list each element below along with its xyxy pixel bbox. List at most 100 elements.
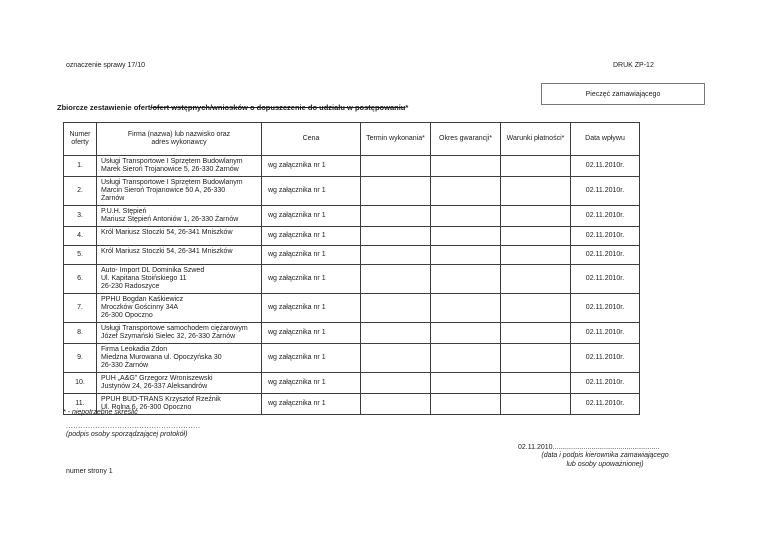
date-received-cell: 02.11.2010r. xyxy=(570,176,640,206)
contractor-cell: Usługi Transportowe I Sprzętem Budowlany… xyxy=(96,155,262,177)
date-received-cell: 02.11.2010r. xyxy=(570,393,640,415)
payment-terms-cell xyxy=(500,155,571,177)
contractor-cell: Usługi Transportowe samochodem ciężarowy… xyxy=(96,322,262,344)
offer-number-cell: 4. xyxy=(63,226,97,246)
payment-terms-cell xyxy=(500,343,571,373)
warranty-cell xyxy=(430,205,501,227)
title-main: Zbiorcze zestawienie ofert xyxy=(57,103,151,112)
offer-number-cell: 2. xyxy=(63,176,97,206)
date-received-cell: 02.11.2010r. xyxy=(570,372,640,394)
warranty-cell xyxy=(430,264,501,294)
table-row: 11. PPUH BUD-TRANS Krzysztof Rzeźnik Ul.… xyxy=(63,393,640,415)
offer-number-cell: 8. xyxy=(63,322,97,344)
price-cell: wg załącznika nr 1 xyxy=(261,264,361,294)
price-cell: wg załącznika nr 1 xyxy=(261,322,361,344)
offer-number-cell: 3. xyxy=(63,205,97,227)
table-row: 2. Usługi Transportowe I Sprzętem Budowl… xyxy=(63,176,640,206)
deadline-cell xyxy=(360,293,431,323)
offer-number-cell: 11. xyxy=(63,393,97,415)
header-payment-terms: Warunki płatności* xyxy=(500,122,571,156)
approver-signature-block: 02.11.2010..............................… xyxy=(505,444,705,469)
preparer-signature-caption: (podpis osoby sporządzającej protokół) xyxy=(66,431,188,438)
contractor-cell: P.U.H. Stępień Mariusz Stępień Antoniów … xyxy=(96,205,262,227)
price-cell: wg załącznika nr 1 xyxy=(261,226,361,246)
table-row: 8. Usługi Transportowe samochodem ciężar… xyxy=(63,322,640,344)
price-cell: wg załącznika nr 1 xyxy=(261,372,361,394)
date-received-cell: 02.11.2010r. xyxy=(570,205,640,227)
page-number: numer strony 1 xyxy=(66,468,113,475)
contractor-cell: PPHU Bogdan Kaśkiewicz Mroczków Gościnny… xyxy=(96,293,262,323)
contractor-cell: Usługi Transportowe I Sprzętem Budowlany… xyxy=(96,176,262,206)
table-row: 7. PPHU Bogdan Kaśkiewicz Mroczków Gości… xyxy=(63,293,640,323)
price-cell: wg załącznika nr 1 xyxy=(261,343,361,373)
deadline-cell xyxy=(360,245,431,265)
table-row: 3. P.U.H. Stępień Mariusz Stępień Antoni… xyxy=(63,205,640,227)
table-row: 5. Król Mariusz Stoczki 54, 26-341 Mnisz… xyxy=(63,245,640,265)
deadline-cell xyxy=(360,226,431,246)
table-row: 9. Firma Leokadia Zdon Miedzna Murowana … xyxy=(63,343,640,373)
footnote: * - niepotrzebne skreślić xyxy=(63,409,138,416)
payment-terms-cell xyxy=(500,176,571,206)
header-contractor: Firma (nazwa) lub nazwisko oraz adres wy… xyxy=(96,122,262,156)
warranty-cell xyxy=(430,293,501,323)
offer-number-cell: 7. xyxy=(63,293,97,323)
header-offer-number: Numer oferty xyxy=(63,122,97,156)
payment-terms-cell xyxy=(500,293,571,323)
date-received-cell: 02.11.2010r. xyxy=(570,155,640,177)
header-price: Cena xyxy=(261,122,361,156)
stamp-box: Pieczęć zamawiającego xyxy=(541,83,705,105)
page-title: Zbiorcze zestawienie ofert/ofert wstępny… xyxy=(57,103,408,112)
table-row: 10. PUH „A&G” Grzegorz Wroniszewski Just… xyxy=(63,372,640,394)
offer-number-cell: 5. xyxy=(63,245,97,265)
price-cell: wg załącznika nr 1 xyxy=(261,293,361,323)
date-received-cell: 02.11.2010r. xyxy=(570,226,640,246)
header-date-received: Data wpływu xyxy=(570,122,640,156)
warranty-cell xyxy=(430,322,501,344)
warranty-cell xyxy=(430,155,501,177)
deadline-cell xyxy=(360,393,431,415)
date-received-cell: 02.11.2010r. xyxy=(570,293,640,323)
title-struck-options: /ofert wstępnych/wniosków o dopuszczenie… xyxy=(150,103,406,112)
contractor-cell: Król Mariusz Stoczki 54, 26-341 Mniszków xyxy=(96,245,262,265)
warranty-cell xyxy=(430,176,501,206)
payment-terms-cell xyxy=(500,393,571,415)
warranty-cell xyxy=(430,226,501,246)
deadline-cell xyxy=(360,264,431,294)
payment-terms-cell xyxy=(500,264,571,294)
offers-table: Numer oferty Firma (nazwa) lub nazwisko … xyxy=(63,122,640,415)
price-cell: wg załącznika nr 1 xyxy=(261,176,361,206)
payment-terms-cell xyxy=(500,226,571,246)
date-received-cell: 02.11.2010r. xyxy=(570,343,640,373)
case-number-label: oznaczenie sprawy 17/10 xyxy=(66,62,145,69)
date-received-cell: 02.11.2010r. xyxy=(570,264,640,294)
warranty-cell xyxy=(430,343,501,373)
deadline-cell xyxy=(360,322,431,344)
preparer-signature-block: ........................................… xyxy=(66,423,200,439)
approver-signature-caption-line2: lub osoby upoważnionej) xyxy=(566,460,644,468)
contractor-cell: Firma Leokadia Zdon Miedzna Murowana ul.… xyxy=(96,343,262,373)
contractor-cell: Król Mariusz Stoczki 54, 26-341 Mniszków xyxy=(96,226,262,246)
payment-terms-cell xyxy=(500,322,571,344)
payment-terms-cell xyxy=(500,245,571,265)
stamp-label: Pieczęć zamawiającego xyxy=(585,90,661,98)
deadline-cell xyxy=(360,176,431,206)
contractor-cell: PPUH BUD-TRANS Krzysztof Rzeźnik Ul. Rol… xyxy=(96,393,262,415)
approver-date-line: 02.11.2010..............................… xyxy=(518,444,660,451)
preparer-signature-line: ........................................… xyxy=(66,423,201,430)
deadline-cell xyxy=(360,372,431,394)
warranty-cell xyxy=(430,245,501,265)
price-cell: wg załącznika nr 1 xyxy=(261,393,361,415)
price-cell: wg załącznika nr 1 xyxy=(261,155,361,177)
deadline-cell xyxy=(360,205,431,227)
table-row: 1. Usługi Transportowe I Sprzętem Budowl… xyxy=(63,155,640,177)
date-received-cell: 02.11.2010r. xyxy=(570,322,640,344)
form-number-label: DRUK ZP-12 xyxy=(613,62,654,69)
table-header-row: Numer oferty Firma (nazwa) lub nazwisko … xyxy=(63,122,640,156)
header-deadline: Termin wykonania* xyxy=(360,122,431,156)
warranty-cell xyxy=(430,372,501,394)
payment-terms-cell xyxy=(500,205,571,227)
price-cell: wg załącznika nr 1 xyxy=(261,245,361,265)
offer-number-cell: 10. xyxy=(63,372,97,394)
approver-signature-caption-line1: (data i podpis kierownika zamawiającego xyxy=(541,452,669,459)
